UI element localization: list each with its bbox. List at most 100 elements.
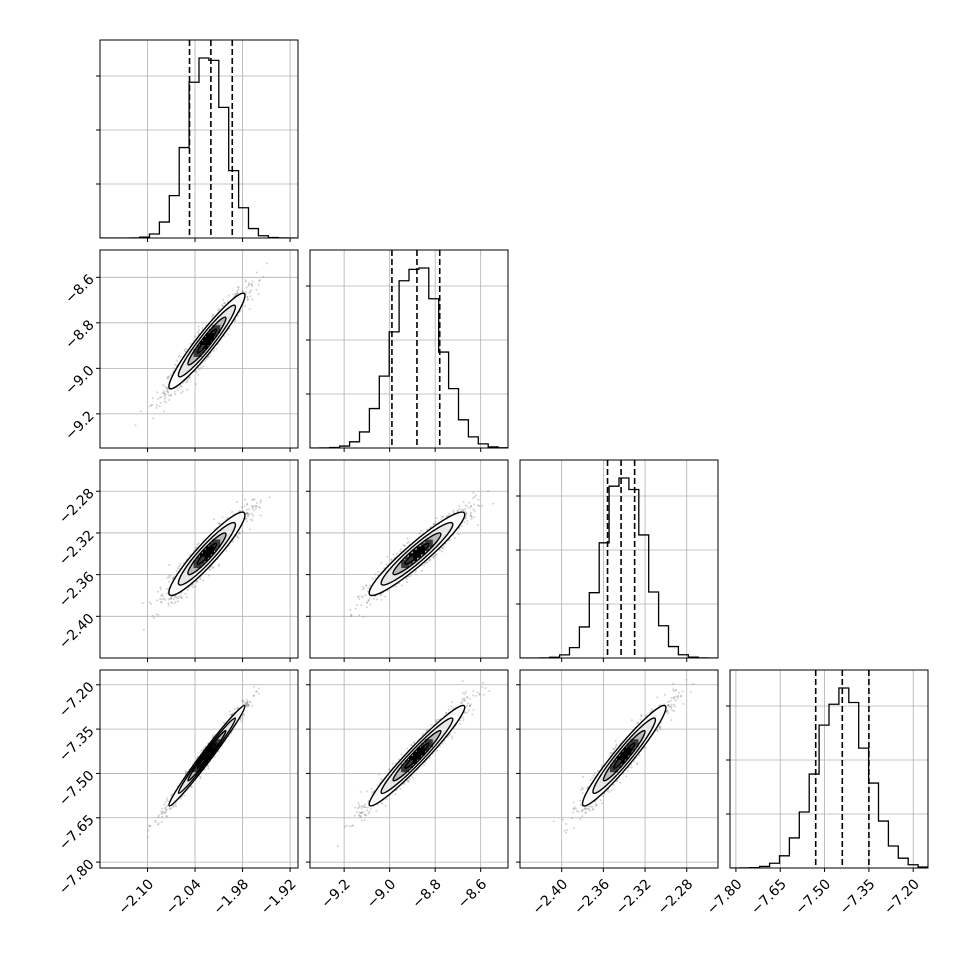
scatter-point — [159, 588, 162, 590]
scatter-point — [425, 561, 428, 564]
scatter-point — [180, 597, 183, 600]
scatter-point — [477, 504, 480, 507]
scatter-point — [470, 504, 472, 507]
scatter-point — [371, 577, 374, 580]
scatter-point — [250, 289, 253, 292]
scatter-point — [177, 355, 180, 358]
scatter-point — [168, 576, 171, 579]
scatter-point — [179, 355, 182, 358]
scatter-point — [406, 537, 409, 540]
scatter-point — [465, 514, 468, 517]
scatter-point — [178, 565, 181, 568]
scatter-point — [170, 597, 173, 600]
scatter-point — [249, 290, 251, 293]
scatter-point — [367, 599, 370, 602]
scatter-point — [155, 404, 158, 407]
scatter-point — [197, 325, 200, 328]
scatter-point — [184, 381, 187, 384]
scatter-point — [141, 602, 144, 605]
scatter-point — [253, 505, 256, 508]
scatter-point — [151, 614, 154, 617]
scatter-point — [257, 293, 260, 296]
scatter-point — [248, 512, 251, 515]
scatter-point — [175, 570, 178, 572]
scatter-point — [166, 588, 168, 590]
scatter-point — [170, 596, 173, 599]
scatter-point — [470, 505, 473, 508]
scatter-point — [160, 821, 163, 824]
scatter-point — [175, 359, 178, 362]
scatter-point — [246, 512, 249, 515]
scatter-point — [238, 532, 241, 535]
scatter-point — [166, 387, 169, 389]
scatter-point — [368, 597, 371, 600]
scatter-point — [167, 602, 170, 605]
scatter-point — [255, 505, 258, 508]
scatter-point — [255, 502, 258, 504]
scatter-point — [196, 331, 199, 334]
scatter-point — [236, 290, 239, 293]
scatter-point — [155, 613, 158, 616]
scatter-point — [174, 595, 177, 598]
scatter-point — [350, 614, 353, 617]
scatter-point — [204, 360, 207, 362]
scatter-point — [170, 597, 173, 600]
scatter-point — [236, 534, 238, 537]
scatter-point — [246, 296, 249, 299]
scatter-point — [156, 590, 159, 593]
scatter-point — [245, 698, 248, 701]
axes-frame — [309, 459, 509, 659]
scatter-point — [185, 348, 188, 351]
scatter-point — [462, 509, 465, 512]
scatter-point — [254, 504, 257, 507]
scatter-point — [247, 705, 250, 707]
scatter-point — [148, 601, 151, 604]
scatter-point — [200, 749, 203, 752]
scatter-point — [252, 514, 255, 517]
scatter-point — [221, 516, 224, 519]
scatter-point — [462, 509, 465, 512]
scatter-point — [223, 302, 225, 305]
scatter-point — [426, 561, 429, 564]
scatter-point — [168, 580, 170, 583]
scatter-point — [221, 305, 224, 307]
scatter-point — [173, 367, 176, 370]
scatter-point — [179, 392, 182, 395]
scatter-point — [177, 597, 180, 600]
scatter-point — [356, 604, 358, 607]
scatter-point — [211, 314, 214, 317]
scatter-point — [160, 601, 162, 603]
scatter-point — [212, 566, 215, 569]
scatter-point — [190, 786, 193, 789]
scatter-point — [468, 501, 470, 504]
scatter-point — [173, 602, 176, 605]
scatter-point — [248, 508, 251, 511]
contour-3 — [168, 511, 246, 597]
scatter-point — [166, 799, 169, 802]
scatter-point — [365, 584, 368, 587]
scatter-point — [452, 511, 455, 514]
scatter-point — [433, 554, 436, 557]
scatter-point — [235, 293, 238, 295]
scatter-point — [253, 685, 256, 688]
scatter-point — [237, 532, 240, 535]
scatter-point — [251, 498, 254, 501]
scatter-point — [225, 549, 228, 552]
scatter-point — [205, 358, 208, 360]
scatter-point — [244, 518, 247, 521]
scatter-point — [173, 575, 176, 578]
scatter-point — [435, 517, 438, 519]
scatter-point — [164, 811, 167, 813]
scatter-point — [465, 512, 468, 515]
scatter-point — [442, 544, 445, 547]
scatter-point — [168, 563, 171, 566]
scatter-point — [152, 617, 155, 620]
scatter-point — [243, 505, 246, 508]
scatter-point — [452, 509, 455, 512]
scatter-point — [247, 515, 250, 518]
scatter-panel-3-0: −7.80−7.65−7.50−7.35−7.20−2.10 −2.04 −1.98… — [56, 669, 300, 918]
scatter-point — [433, 523, 436, 526]
scatter-point — [190, 584, 193, 587]
scatter-point — [150, 404, 153, 407]
scatter-point — [236, 292, 239, 295]
